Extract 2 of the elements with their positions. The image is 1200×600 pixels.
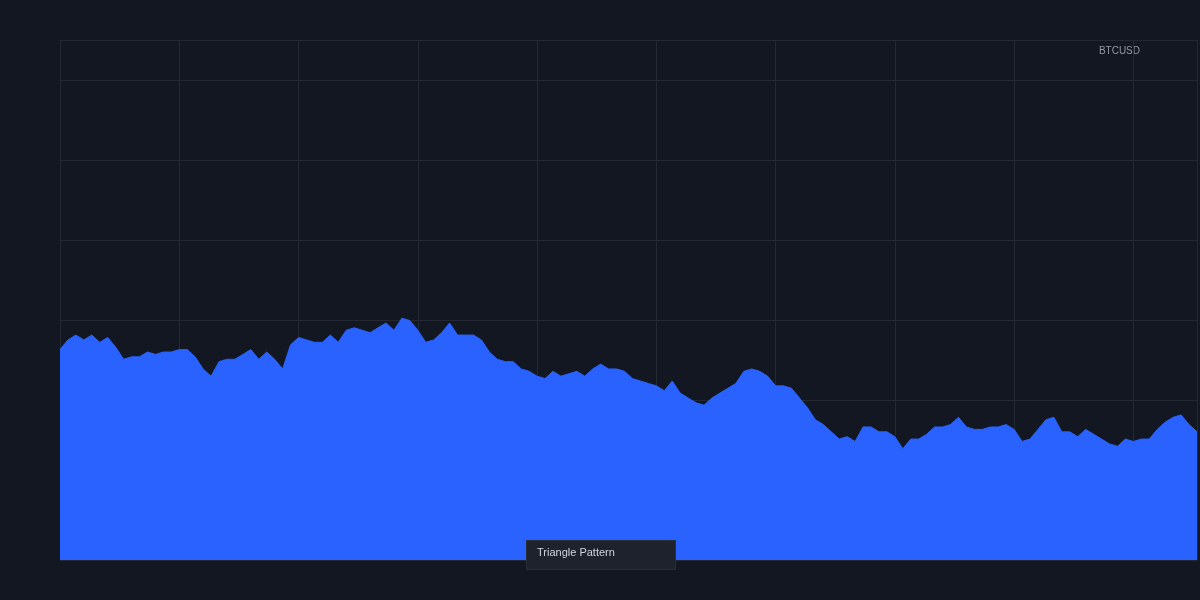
label-box: Triangle Pattern [526, 540, 676, 570]
text: BTCUSD [1098, 44, 1141, 56]
